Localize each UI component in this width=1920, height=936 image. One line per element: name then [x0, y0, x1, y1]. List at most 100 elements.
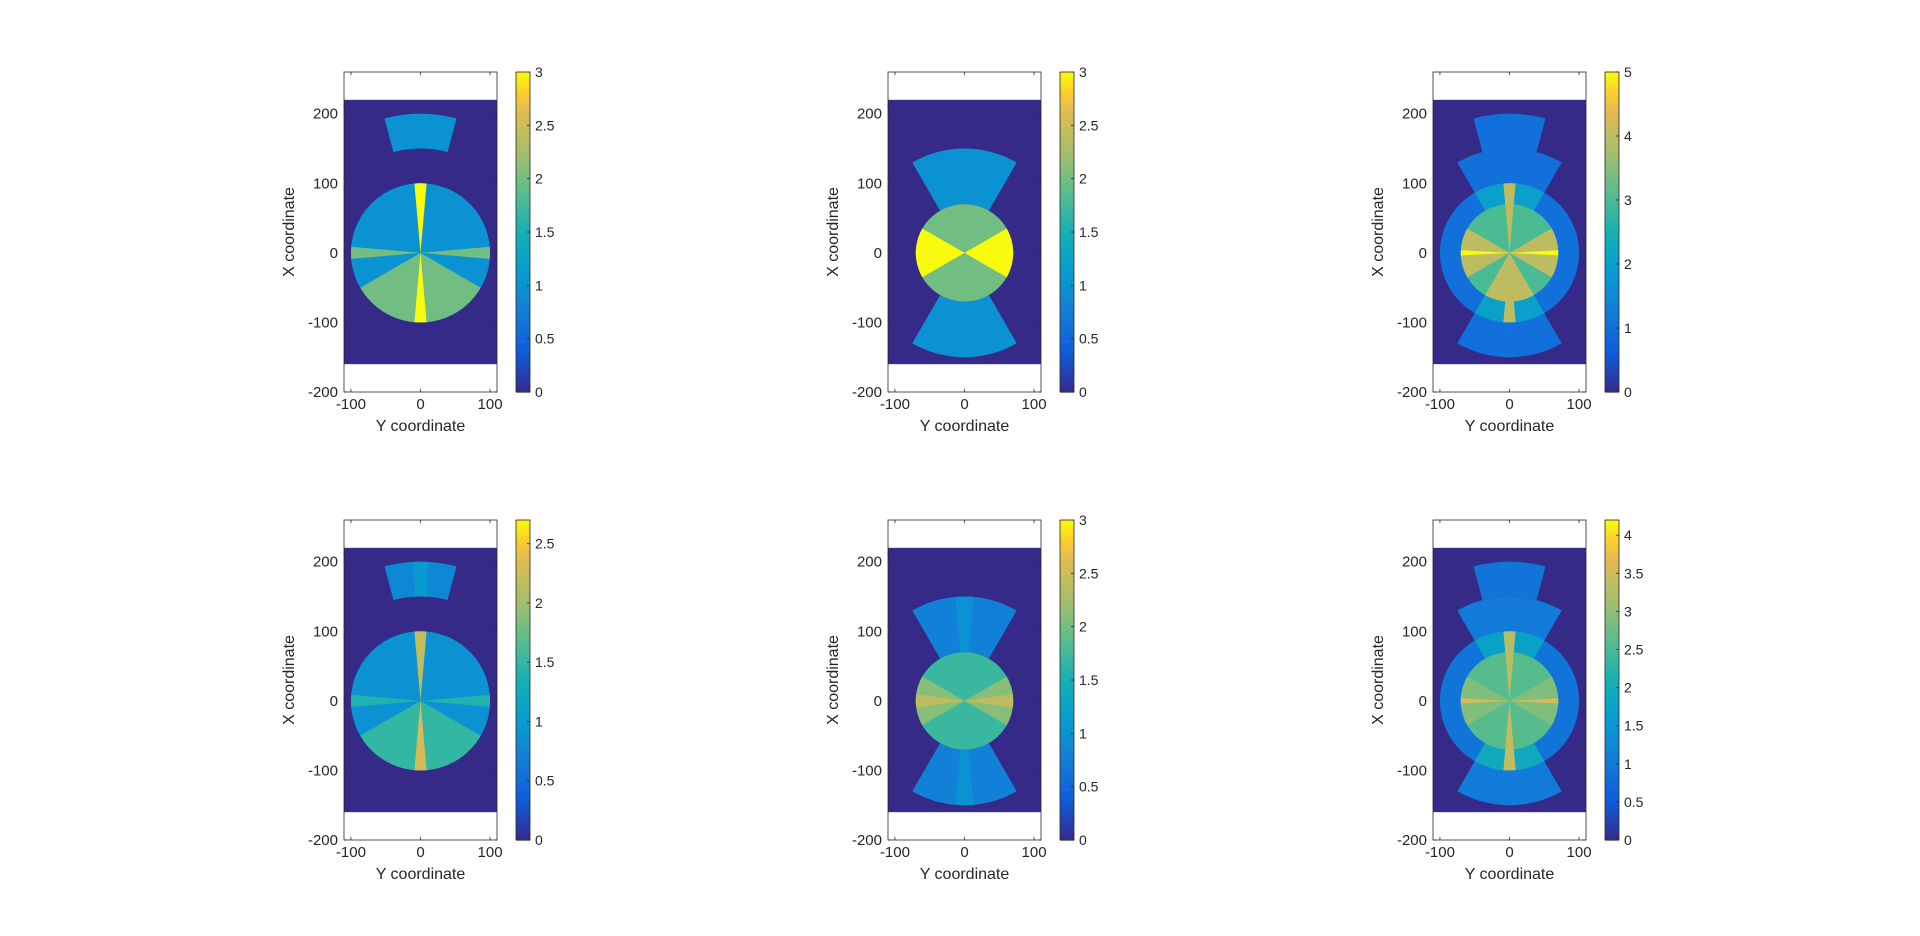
colorbar-step — [1605, 765, 1619, 771]
colorbar-step — [1605, 795, 1619, 801]
colorbar-step — [1605, 625, 1619, 631]
colorbar-step — [1060, 710, 1074, 716]
colorbar-step — [1060, 805, 1074, 811]
colorbar-step — [1060, 580, 1074, 586]
colorbar-step — [516, 77, 530, 83]
colorbar-step — [1060, 247, 1074, 253]
colorbar-step — [1605, 342, 1619, 348]
colorbar-step — [516, 630, 530, 636]
colorbar-step — [516, 520, 530, 526]
colorbar-step — [516, 620, 530, 626]
colorbar-tick-label: 1 — [535, 277, 543, 293]
y-tick-label: 0 — [874, 693, 882, 710]
colorbar-step — [516, 595, 530, 601]
heat-region-7 — [420, 694, 490, 707]
colorbar-step — [1060, 217, 1074, 223]
colorbar-step — [516, 317, 530, 323]
colorbar-tick-label: 4 — [1624, 128, 1632, 144]
colorbar-step — [1605, 730, 1619, 736]
x-tick-label: 100 — [1567, 844, 1592, 861]
colorbar-tick-label: 1 — [1079, 725, 1087, 741]
colorbar-step — [1060, 520, 1074, 526]
colorbar-tick-label: 1.5 — [535, 224, 555, 240]
colorbar-step — [1605, 710, 1619, 716]
colorbar-step — [1605, 357, 1619, 363]
colorbar-step — [1605, 605, 1619, 611]
colorbar-step — [1605, 197, 1619, 203]
colorbar: 0 0.5 1 1.5 2 2.5 3 — [1059, 64, 1099, 400]
colorbar-step — [1060, 780, 1074, 786]
x-tick-label: 100 — [1567, 396, 1592, 413]
y-axis-label: X coordinate — [825, 635, 842, 725]
colorbar-step — [1060, 152, 1074, 158]
colorbar-step — [1605, 152, 1619, 158]
colorbar-step — [1605, 675, 1619, 681]
colorbar-step — [516, 377, 530, 383]
colorbar-step — [516, 97, 530, 103]
colorbar-tick-label: 0.5 — [1079, 331, 1099, 347]
colorbar-step — [1060, 182, 1074, 188]
colorbar-step — [1605, 217, 1619, 223]
colorbar-step — [1060, 347, 1074, 353]
colorbar-step — [1060, 77, 1074, 83]
colorbar-step — [516, 795, 530, 801]
colorbar-step — [516, 212, 530, 218]
colorbar-step — [516, 670, 530, 676]
colorbar-step — [1060, 555, 1074, 561]
y-tick-label: -100 — [1397, 762, 1427, 779]
colorbar-step — [1605, 352, 1619, 358]
y-tick-label: -100 — [308, 314, 338, 331]
heat-region-3 — [414, 183, 427, 253]
colorbar-step — [516, 172, 530, 178]
colorbar-step — [516, 565, 530, 571]
colorbar-step — [1605, 257, 1619, 263]
colorbar-step — [1060, 337, 1074, 343]
colorbar-step — [516, 575, 530, 581]
colorbar-tick-label: 1 — [1079, 277, 1087, 293]
y-axis-label: X coordinate — [1370, 187, 1387, 277]
colorbar-step — [1605, 112, 1619, 118]
x-tick-label: 0 — [416, 844, 424, 861]
colorbar-step — [516, 137, 530, 143]
colorbar: 0 0.5 1 1.5 2 2.5 3 — [515, 64, 555, 400]
colorbar-tick-label: 5 — [1624, 64, 1632, 80]
colorbar-step — [1605, 615, 1619, 621]
colorbar-step — [516, 585, 530, 591]
colorbar-step — [1060, 525, 1074, 531]
colorbar-tick-label: 2 — [535, 171, 543, 187]
colorbar-step — [516, 590, 530, 596]
y-tick-label: 200 — [313, 554, 338, 571]
colorbar-step — [1605, 770, 1619, 776]
colorbar-tick-label: 0.5 — [535, 331, 555, 347]
colorbar-step — [1605, 132, 1619, 138]
colorbar-step — [516, 700, 530, 706]
y-tick-label: 0 — [330, 693, 338, 710]
colorbar-step — [516, 640, 530, 646]
colorbar-step — [1605, 277, 1619, 283]
colorbar-tick-label: 2 — [1624, 256, 1632, 272]
x-tick-label: -100 — [1425, 396, 1455, 413]
colorbar-step — [1060, 825, 1074, 831]
colorbar-step — [1060, 570, 1074, 576]
colorbar-step — [1605, 630, 1619, 636]
x-tick-label: 100 — [1022, 396, 1047, 413]
colorbar-step — [1605, 92, 1619, 98]
colorbar-step — [1605, 740, 1619, 746]
colorbar-step — [516, 775, 530, 781]
colorbar-step — [1060, 332, 1074, 338]
plot-area — [1433, 547, 1586, 813]
colorbar-step — [1060, 242, 1074, 248]
colorbar-step — [516, 675, 530, 681]
colorbar-step — [516, 835, 530, 841]
colorbar-step — [1605, 635, 1619, 641]
colorbar-step — [516, 312, 530, 318]
y-tick-label: -100 — [852, 762, 882, 779]
colorbar-step — [1060, 97, 1074, 103]
colorbar-step — [516, 695, 530, 701]
colorbar-step — [516, 780, 530, 786]
colorbar-step — [516, 367, 530, 373]
colorbar-step — [1060, 635, 1074, 641]
colorbar-step — [516, 600, 530, 606]
colorbar-step — [1605, 122, 1619, 128]
